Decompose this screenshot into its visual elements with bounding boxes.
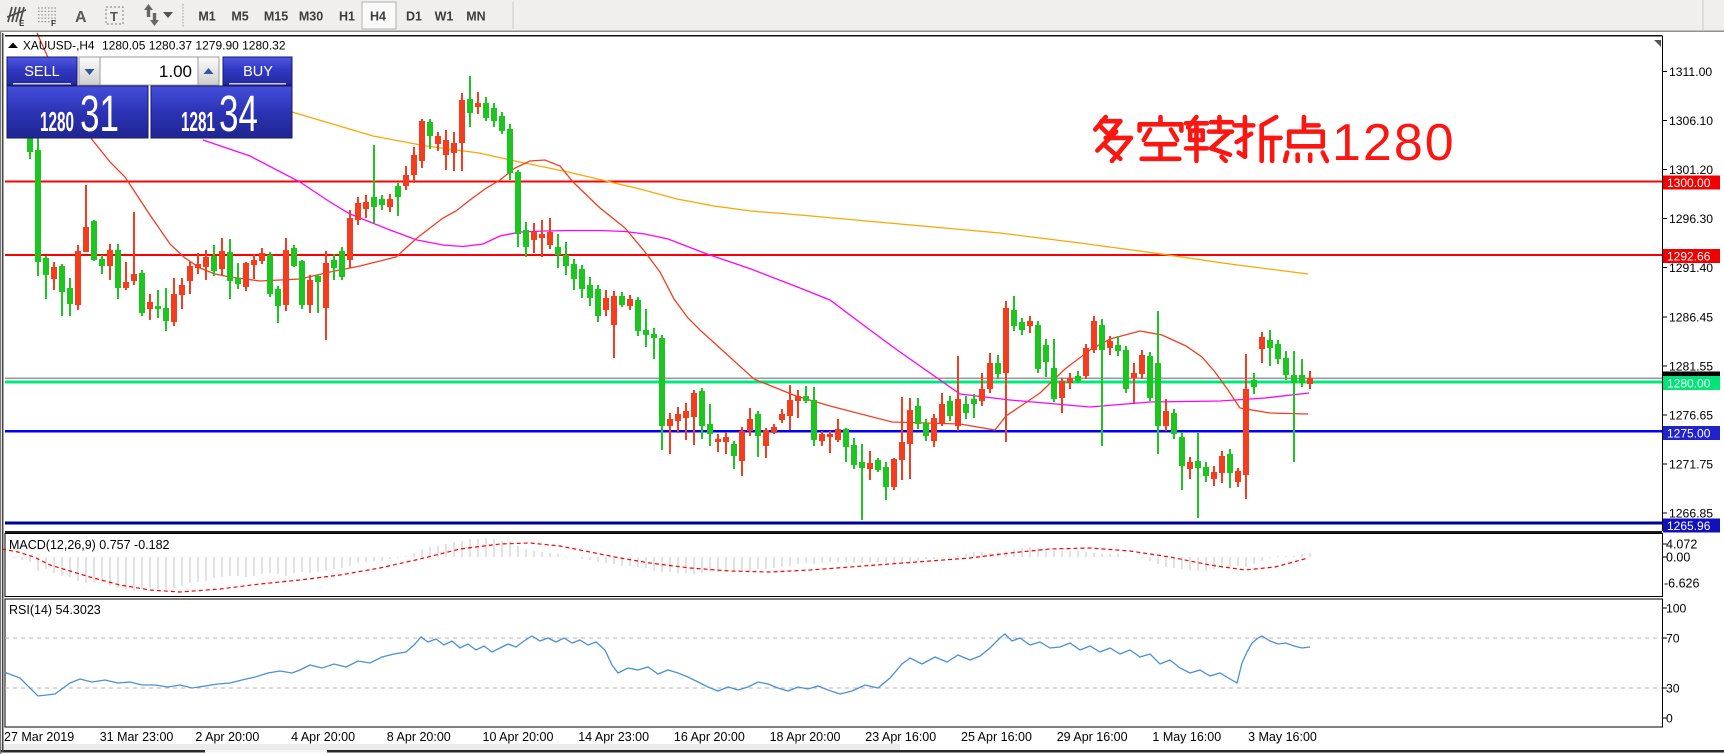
svg-text:8 Apr 20:00: 8 Apr 20:00 — [387, 730, 451, 744]
svg-text:1276.65: 1276.65 — [1669, 409, 1713, 423]
svg-text:100: 100 — [1666, 602, 1687, 616]
svg-text:14 Apr 23:00: 14 Apr 23:00 — [578, 730, 649, 744]
svg-text:1286.45: 1286.45 — [1669, 311, 1713, 325]
svg-text:70: 70 — [1666, 632, 1680, 646]
svg-text:0.00: 0.00 — [1666, 551, 1690, 565]
svg-text:1280.05 1280.37 1279.90 1280.3: 1280.05 1280.37 1279.90 1280.32 — [102, 39, 286, 53]
svg-text:M15: M15 — [264, 10, 288, 24]
svg-text:2 Apr 20:00: 2 Apr 20:00 — [195, 730, 259, 744]
svg-text:BUY: BUY — [243, 64, 273, 80]
svg-text:23 Apr 16:00: 23 Apr 16:00 — [865, 730, 936, 744]
svg-text:1306.10: 1306.10 — [1669, 114, 1713, 128]
svg-text:RSI(14) 54.3023: RSI(14) 54.3023 — [9, 603, 101, 617]
svg-text:M5: M5 — [231, 10, 248, 24]
svg-text:29 Apr 16:00: 29 Apr 16:00 — [1057, 730, 1128, 744]
svg-text:XAUUSD-,H4: XAUUSD-,H4 — [23, 39, 95, 53]
svg-text:A: A — [75, 9, 87, 26]
svg-text:1281.55: 1281.55 — [1669, 360, 1713, 374]
svg-text:1292.66: 1292.66 — [1667, 250, 1711, 264]
svg-text:1311.00: 1311.00 — [1669, 65, 1712, 79]
svg-text:30: 30 — [1666, 682, 1680, 696]
svg-text:1.00: 1.00 — [159, 62, 192, 81]
svg-text:1280.00: 1280.00 — [1667, 377, 1711, 391]
svg-text:0: 0 — [1666, 712, 1673, 726]
svg-text:1 May 16:00: 1 May 16:00 — [1152, 730, 1221, 744]
svg-text:F: F — [51, 19, 56, 28]
svg-text:4.072: 4.072 — [1666, 538, 1697, 552]
svg-text:T: T — [110, 9, 118, 24]
svg-text:SELL: SELL — [24, 64, 59, 80]
svg-text:10 Apr 20:00: 10 Apr 20:00 — [483, 730, 554, 744]
svg-text:W1: W1 — [435, 10, 454, 24]
svg-text:1296.30: 1296.30 — [1669, 212, 1713, 226]
svg-text:E: E — [19, 19, 25, 28]
svg-text:1265.96: 1265.96 — [1667, 519, 1711, 533]
svg-text:1271.75: 1271.75 — [1669, 458, 1713, 472]
svg-text:D1: D1 — [406, 10, 422, 24]
svg-text:MN: MN — [466, 10, 485, 24]
svg-text:18 Apr 20:00: 18 Apr 20:00 — [770, 730, 841, 744]
svg-text:1275.00: 1275.00 — [1667, 427, 1711, 441]
svg-text:MACD(12,26,9) 0.757 -0.182: MACD(12,26,9) 0.757 -0.182 — [9, 538, 170, 552]
svg-text:M1: M1 — [198, 10, 215, 24]
svg-text:1291.40: 1291.40 — [1669, 261, 1713, 275]
svg-text:-6.626: -6.626 — [1664, 577, 1699, 591]
svg-text:1280: 1280 — [1332, 114, 1456, 172]
svg-text:16 Apr 20:00: 16 Apr 20:00 — [674, 730, 745, 744]
svg-text:1301.20: 1301.20 — [1669, 163, 1713, 177]
svg-text:M30: M30 — [299, 10, 323, 24]
svg-text:4 Apr 20:00: 4 Apr 20:00 — [291, 730, 355, 744]
svg-text:1280: 1280 — [40, 106, 74, 137]
svg-text:1281: 1281 — [181, 106, 215, 137]
svg-text:34: 34 — [219, 85, 258, 142]
svg-text:1300.00: 1300.00 — [1667, 176, 1711, 190]
svg-text:31 Mar 23:00: 31 Mar 23:00 — [100, 730, 174, 744]
svg-text:31: 31 — [80, 85, 119, 142]
svg-text:H4: H4 — [370, 10, 386, 24]
svg-text:25 Apr 16:00: 25 Apr 16:00 — [961, 730, 1032, 744]
svg-text:3 May 16:00: 3 May 16:00 — [1248, 730, 1317, 744]
svg-text:H1: H1 — [339, 10, 355, 24]
svg-text:1266.85: 1266.85 — [1669, 507, 1713, 521]
svg-text:27 Mar 2019: 27 Mar 2019 — [4, 730, 74, 744]
